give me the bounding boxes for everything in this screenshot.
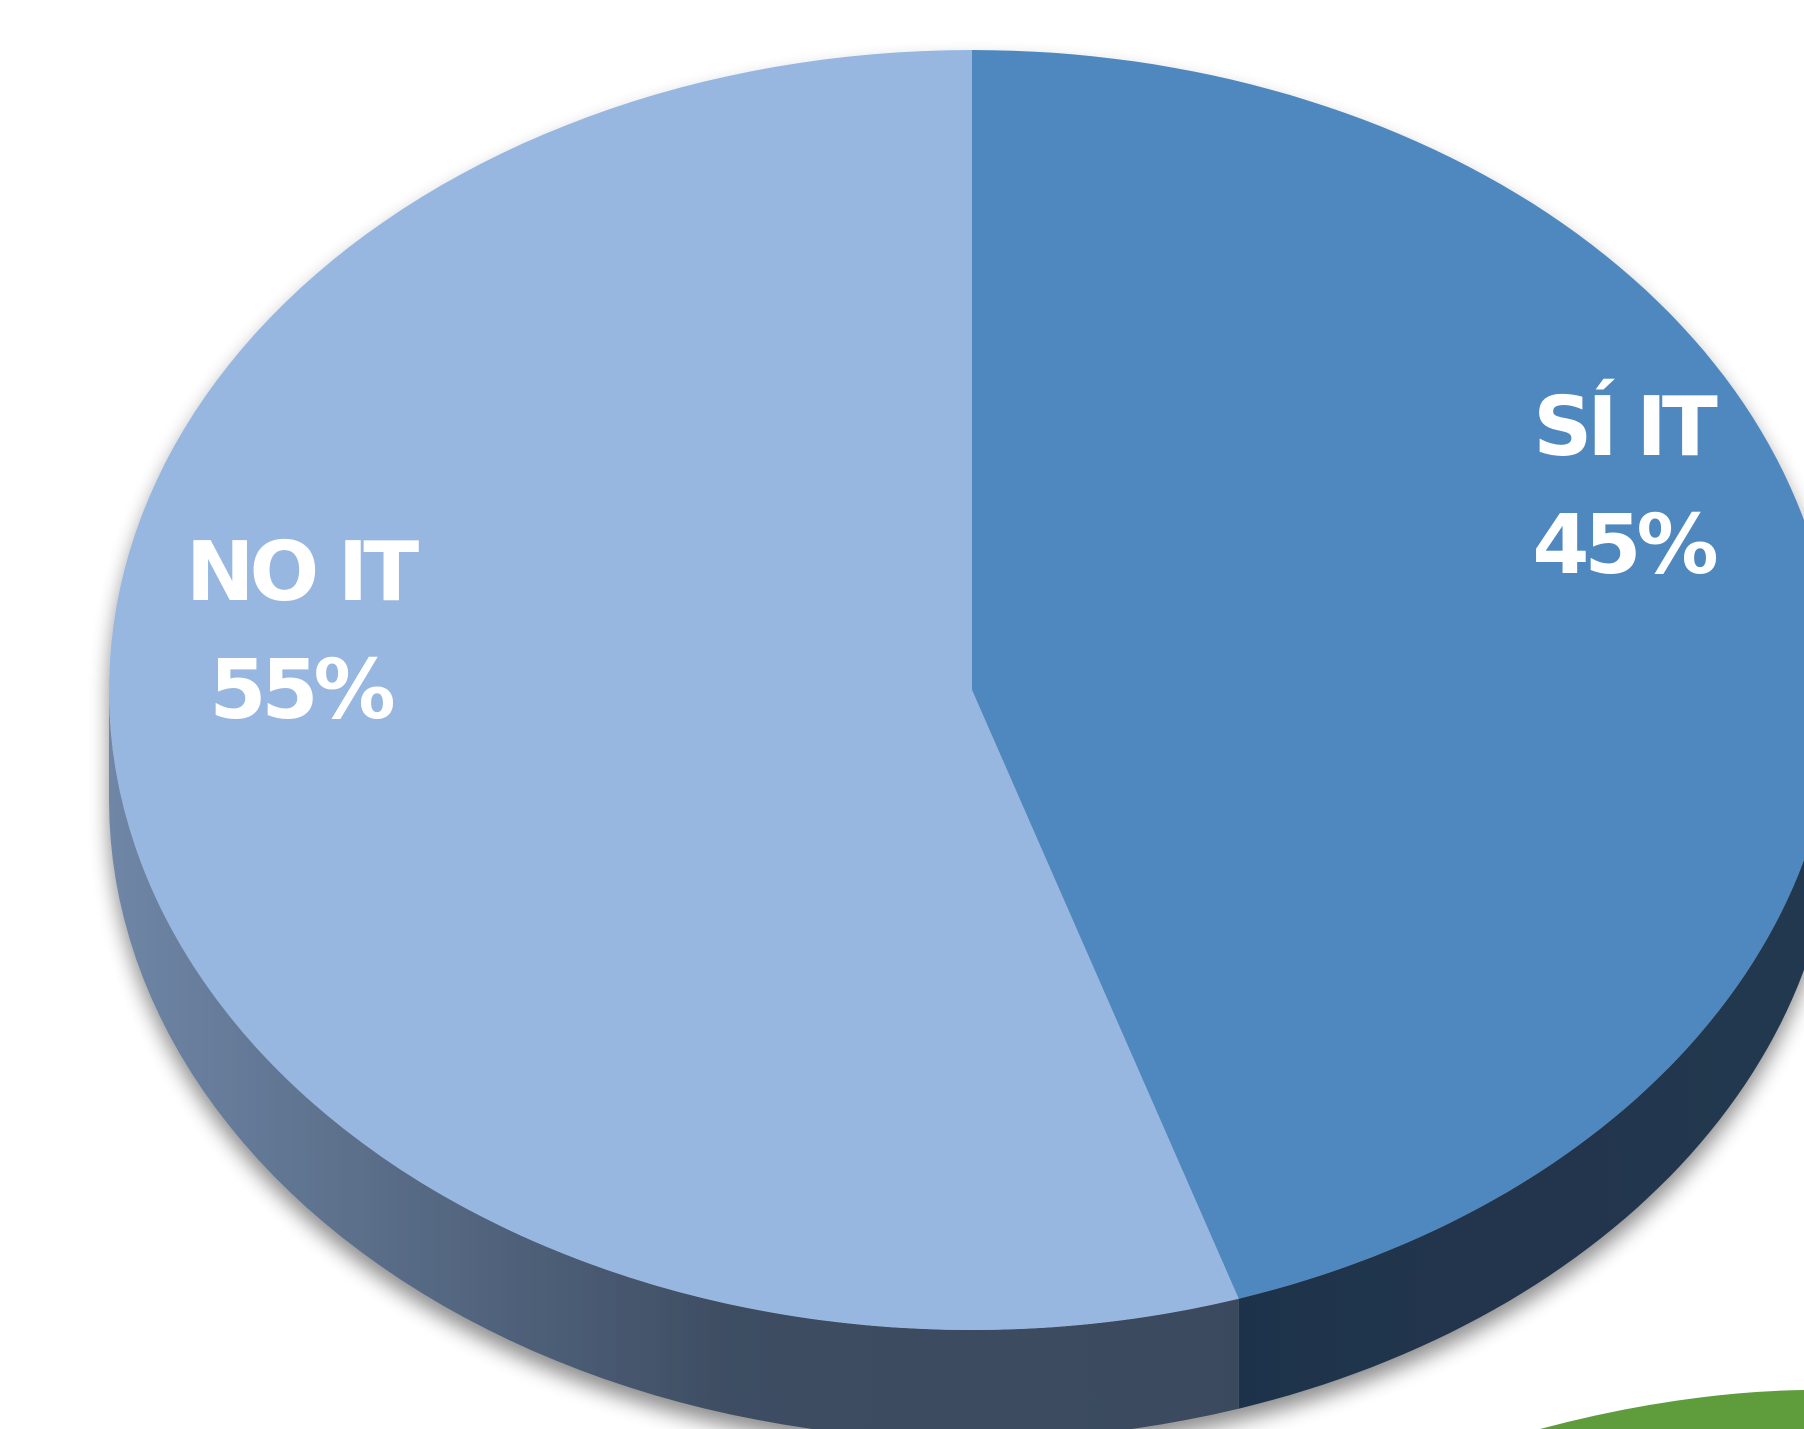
pie-slice-side-si-it (1238, 859, 1804, 1409)
slice-label-no-it: NO IT (186, 525, 419, 620)
pie-slice-si-it (972, 50, 1804, 1299)
corner-decoration (1540, 1390, 1804, 1429)
slice-label-si-it: SÍ IT (1533, 379, 1718, 475)
slice-value-no-it: 55% (209, 643, 393, 738)
pie-slice-side-no-it (109, 690, 1239, 1429)
slice-value-si-it: 45% (1532, 498, 1716, 593)
pie-slice-no-it (109, 50, 1239, 1330)
